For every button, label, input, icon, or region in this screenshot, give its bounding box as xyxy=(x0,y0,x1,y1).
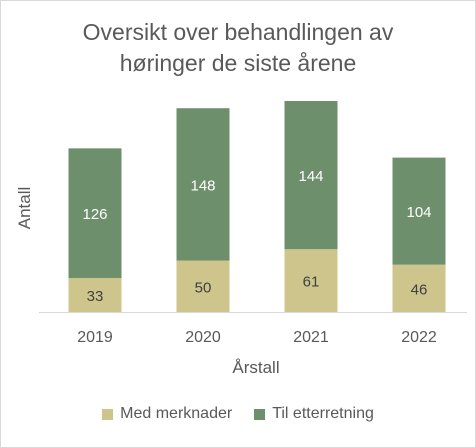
y-axis-title: Antall xyxy=(15,187,34,230)
legend-label-til-etterretning: Til etterretning xyxy=(272,405,374,422)
bar-2021-til-etterretning xyxy=(284,101,338,250)
chart-legend: Med merknader Til etterretning xyxy=(1,405,475,423)
data-label-2022-til-etterretning: 104 xyxy=(406,204,431,221)
data-label-2019-med-merknader: 33 xyxy=(87,288,104,305)
x-tick-label-2021: 2021 xyxy=(293,329,329,346)
x-tick-label-2022: 2022 xyxy=(401,329,437,346)
data-label-2021-til-etterretning: 144 xyxy=(298,168,323,185)
bar-2022-med-merknader xyxy=(392,264,446,312)
chart-title: Oversikt over behandlingen av høringer d… xyxy=(1,17,475,79)
data-label-2022-med-merknader: 46 xyxy=(411,281,428,298)
x-tick-label-2019: 2019 xyxy=(77,329,113,346)
legend-item-til-etterretning: Til etterretning xyxy=(254,405,374,423)
bar-2021-med-merknader xyxy=(284,249,338,312)
data-label-2020-med-merknader: 50 xyxy=(195,279,212,296)
legend-swatch-med-merknader xyxy=(102,408,114,420)
x-axis-title: Årstall xyxy=(232,358,279,377)
bar-2019-med-merknader xyxy=(68,278,122,312)
legend-swatch-til-etterretning xyxy=(254,408,266,420)
bar-2020-med-merknader xyxy=(176,260,230,312)
legend-item-med-merknader: Med merknader xyxy=(102,405,232,423)
chart-title-line-1: Oversikt over behandlingen av xyxy=(82,19,394,45)
chart-title-line-2: høringer de siste årene xyxy=(119,50,357,76)
legend-label-med-merknader: Med merknader xyxy=(120,405,233,422)
bar-2022-til-etterretning xyxy=(392,157,446,265)
bar-2020-til-etterretning xyxy=(176,108,230,261)
x-tick-label-2020: 2020 xyxy=(185,329,221,346)
data-label-2021-med-merknader: 61 xyxy=(303,274,320,291)
data-label-2019-til-etterretning: 126 xyxy=(82,206,107,223)
bar-2019-til-etterretning xyxy=(68,148,122,279)
data-label-2020-til-etterretning: 148 xyxy=(190,177,215,194)
